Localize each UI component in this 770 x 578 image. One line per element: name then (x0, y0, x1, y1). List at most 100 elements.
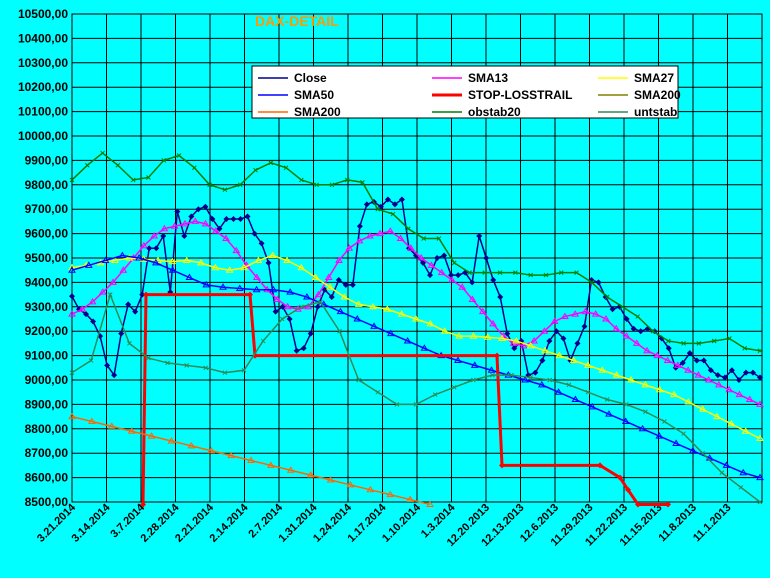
y-tick-label: 9200,00 (25, 324, 69, 338)
data-point (513, 270, 518, 275)
data-point (254, 256, 263, 263)
data-point (728, 367, 735, 374)
data-point (152, 258, 160, 266)
data-point (698, 405, 707, 412)
data-point (268, 160, 274, 166)
data-point (167, 437, 176, 444)
legend-label: obstab20 (468, 105, 521, 119)
data-point (135, 254, 144, 261)
data-point (211, 227, 220, 234)
data-point (366, 485, 375, 493)
data-point (111, 256, 119, 263)
data-point (222, 234, 230, 241)
data-point (356, 223, 363, 230)
data-point (436, 236, 442, 241)
data-point (139, 291, 146, 298)
data-point (437, 268, 446, 276)
data-point (383, 305, 392, 312)
data-point (494, 352, 500, 359)
data-point (130, 177, 136, 183)
data-point (673, 361, 682, 368)
data-point (554, 388, 563, 395)
data-point (555, 351, 564, 359)
data-point (125, 301, 132, 308)
data-point (349, 281, 356, 288)
data-point (342, 281, 349, 288)
data-point (621, 417, 630, 424)
data-point (490, 276, 497, 283)
data-point (68, 266, 76, 273)
data-point (247, 291, 253, 298)
data-point (468, 295, 477, 302)
data-point (714, 372, 721, 379)
data-point (617, 474, 623, 481)
data-point (566, 382, 572, 388)
data-point (627, 376, 635, 383)
data-point (345, 244, 354, 251)
legend-label: STOP-LOSSTRAIL (468, 88, 572, 102)
data-point (202, 280, 211, 288)
data-point (346, 480, 355, 488)
data-point (375, 206, 381, 212)
data-point (297, 263, 306, 271)
data-point (684, 366, 693, 373)
data-point (757, 374, 763, 381)
data-point (303, 293, 311, 300)
data-point (143, 291, 149, 298)
data-point (561, 312, 569, 320)
data-point (318, 299, 323, 305)
data-point (140, 501, 146, 508)
data-point (201, 219, 210, 227)
data-point (620, 304, 625, 310)
data-point (497, 270, 503, 275)
data-point (191, 165, 197, 171)
data-point (386, 227, 395, 234)
data-point (252, 285, 261, 293)
data-point (655, 385, 664, 393)
data-point (448, 275, 456, 283)
data-point (147, 432, 156, 439)
data-point (715, 380, 723, 388)
data-point (526, 341, 535, 349)
data-point (88, 358, 94, 363)
y-tick-label: 9400,00 (25, 275, 69, 289)
series-line-sma200 (71, 415, 431, 506)
data-point (268, 251, 277, 259)
y-tick-label: 9600,00 (25, 227, 69, 241)
data-point (265, 259, 272, 266)
data-point (232, 246, 241, 254)
y-axis-ticks: 10500,00 10400,00 10300,00 10200,00 10100,00… (18, 7, 68, 509)
data-point (469, 279, 476, 286)
data-point (665, 501, 671, 508)
data-point (396, 234, 405, 241)
data-point (696, 341, 702, 346)
data-point (253, 167, 258, 173)
data-point (504, 330, 511, 337)
data-point (739, 468, 748, 476)
data-point (458, 283, 467, 290)
data-point (470, 361, 479, 368)
data-point (742, 345, 748, 351)
data-point (482, 270, 488, 275)
data-point (455, 272, 462, 279)
data-point (713, 412, 721, 420)
data-point (244, 213, 251, 220)
data-point (237, 182, 243, 188)
data-point (469, 332, 478, 339)
data-point (585, 389, 591, 395)
data-point (273, 295, 282, 302)
data-point (283, 302, 292, 310)
data-point (69, 370, 75, 376)
data-point (84, 162, 90, 168)
data-point (451, 260, 457, 266)
data-point (326, 476, 335, 483)
data-point (272, 308, 279, 315)
data-point (499, 462, 505, 469)
data-point (519, 341, 528, 349)
data-point (642, 409, 648, 415)
legend-label: untstab (634, 105, 677, 119)
data-point (427, 272, 434, 279)
data-point (757, 348, 763, 354)
data-point (725, 385, 734, 393)
